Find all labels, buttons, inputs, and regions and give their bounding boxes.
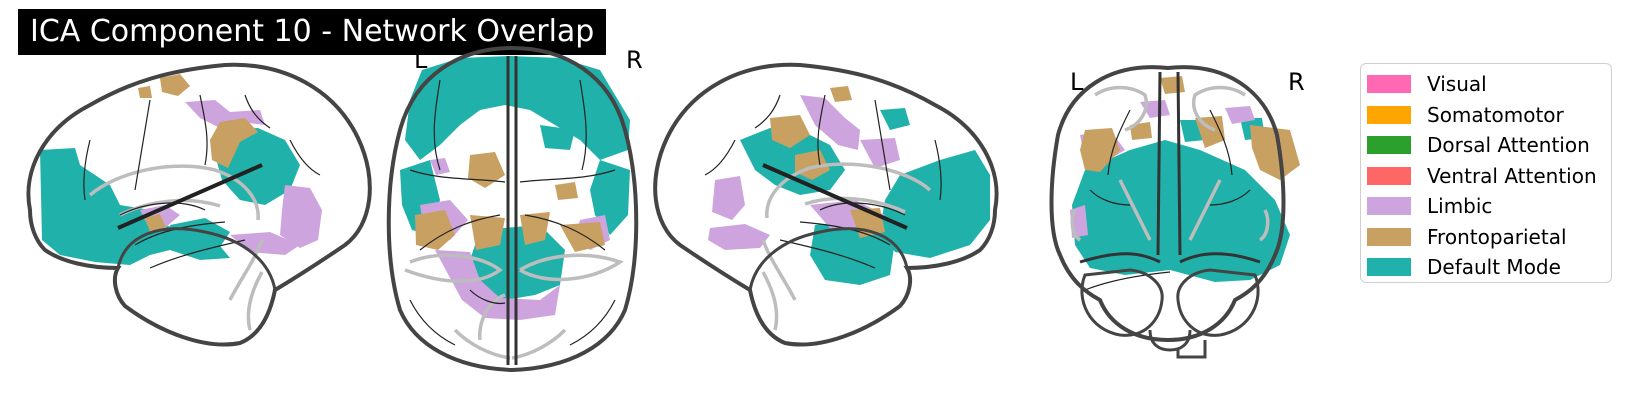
legend-swatch-default-mode — [1367, 258, 1411, 277]
frontoparietal-region — [160, 74, 190, 96]
legend-swatch-visual — [1367, 75, 1411, 94]
legend-item: Default Mode — [1367, 252, 1611, 283]
frontoparietal-region — [520, 212, 550, 245]
orientation-left-label: L — [1070, 68, 1084, 96]
sagittal-right-overlay — [708, 86, 990, 285]
legend-label: Frontoparietal — [1427, 224, 1567, 249]
frontoparietal-region — [1160, 76, 1185, 94]
legend-label: Somatomotor — [1427, 102, 1564, 127]
cerebellum-outline — [1176, 268, 1260, 337]
sagittal-left-view — [26, 62, 372, 347]
coronal-outline — [1049, 65, 1286, 343]
sagittal-left-overlay — [40, 74, 322, 265]
sylvian-fissure — [762, 163, 908, 230]
legend-item: Visual — [1367, 69, 1611, 100]
coronal-deep-contours — [1070, 85, 1270, 242]
default-mode-region — [880, 108, 910, 130]
default-mode-region — [540, 125, 575, 150]
legend-item: Somatomotor — [1367, 100, 1611, 131]
legend-swatch-somatomotor — [1367, 105, 1411, 124]
axial-overlay — [400, 56, 630, 320]
frontoparietal-region — [145, 214, 166, 232]
sagittal-left-deep-contours — [88, 164, 264, 331]
frontoparietal-region — [415, 210, 455, 250]
sylvian-fissure — [117, 163, 263, 230]
default-mode-region — [170, 218, 230, 252]
legend-item: Limbic — [1367, 191, 1611, 222]
interhemispheric-fissure — [506, 56, 518, 365]
legend-label: Visual — [1427, 72, 1487, 97]
limbic-region — [860, 138, 900, 168]
orientation-right-label: R — [626, 46, 643, 74]
legend-item: Frontoparietal — [1367, 222, 1611, 253]
limbic-region — [800, 95, 860, 150]
limbic-region — [708, 224, 770, 250]
axial-sulci — [409, 79, 616, 346]
cerebellum-outline — [1080, 268, 1164, 337]
sagittal-right-deep-contours — [761, 162, 932, 331]
sagittal-right-view — [653, 62, 999, 347]
legend-label: Ventral Attention — [1427, 163, 1597, 188]
legend-label: Dorsal Attention — [1427, 133, 1590, 158]
frontoparietal-region — [795, 150, 830, 180]
frontoparietal-region — [1250, 125, 1300, 180]
frontoparietal-region — [468, 152, 505, 188]
figure-title: ICA Component 10 - Network Overlap — [18, 9, 607, 55]
brainstem-outline — [1148, 329, 1192, 352]
orientation-left-label: L — [414, 46, 428, 74]
frontoparietal-region — [830, 86, 852, 102]
default-mode-region — [740, 128, 845, 195]
limbic-region — [430, 158, 450, 175]
legend-label: Limbic — [1427, 194, 1493, 219]
limbic-region — [280, 185, 322, 248]
legend-item: Ventral Attention — [1367, 161, 1611, 192]
frontoparietal-region — [770, 115, 810, 148]
legend-swatch-dorsal-attention — [1367, 136, 1411, 155]
default-mode-region — [880, 150, 990, 258]
network-legend: Visual Somatomotor Dorsal Attention Vent… — [1360, 63, 1612, 283]
frontoparietal-region — [210, 118, 258, 168]
axial-outline — [386, 45, 639, 373]
frontoparietal-region — [555, 182, 578, 200]
frontoparietal-region — [470, 215, 505, 250]
legend-label: Default Mode — [1427, 255, 1561, 280]
axial-view — [386, 45, 639, 373]
coronal-view — [1049, 65, 1300, 359]
legend-swatch-frontoparietal — [1367, 227, 1411, 246]
limbic-region — [435, 250, 560, 320]
legend-swatch-limbic — [1367, 197, 1411, 216]
limbic-region — [712, 176, 745, 220]
legend-item: Dorsal Attention — [1367, 130, 1611, 161]
legend-swatch-ventral-attention — [1367, 166, 1411, 185]
frontoparietal-region — [138, 86, 152, 98]
coronal-sulci — [1084, 109, 1251, 291]
orientation-right-label: R — [1288, 68, 1305, 96]
limbic-region — [1225, 106, 1255, 124]
